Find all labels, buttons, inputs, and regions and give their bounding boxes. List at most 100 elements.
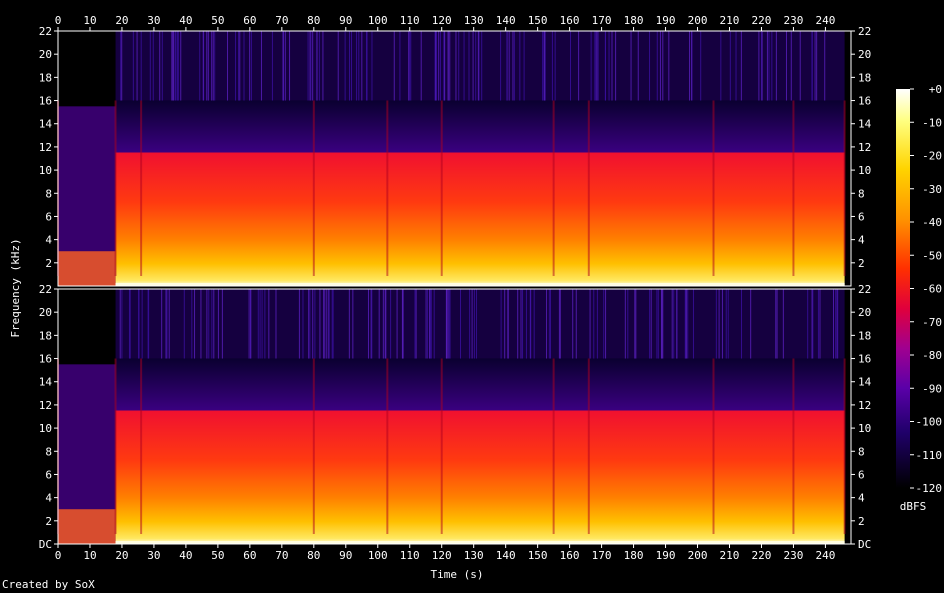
x-tick-label-bottom: 0 [55,549,62,562]
x-tick-label-top: 60 [243,14,256,27]
y-tick-label-right: 12 [858,399,871,412]
colorbar-tick-label: -120 [916,482,943,495]
x-tick-label-top: 50 [211,14,224,27]
y-tick-label-right: DC [858,538,871,551]
x-tick-label-bottom: 190 [656,549,676,562]
dc-band [115,283,845,286]
x-tick-label-bottom: 170 [592,549,612,562]
colorbar-tick-label: -100 [916,416,943,429]
y-tick-label-left: DC [39,538,52,551]
y-tick-label-left: 16 [39,95,52,108]
x-tick-label-bottom: 130 [464,549,484,562]
x-tick-label-top: 210 [720,14,740,27]
y-tick-label-left: 6 [45,468,52,481]
x-tick-label-bottom: 160 [560,549,580,562]
colorbar-tick-label: -30 [922,183,942,196]
x-tick-label-bottom: 180 [624,549,644,562]
y-axis-title: Frequency (kHz) [9,238,22,337]
y-tick-label-right: 22 [858,25,871,38]
x-tick-label-bottom: 60 [243,549,256,562]
y-tick-label-left: 20 [39,306,52,319]
y-tick-label-left: 12 [39,399,52,412]
x-tick-label-bottom: 90 [339,549,352,562]
x-tick-label-top: 200 [688,14,708,27]
y-tick-label-right: 4 [858,492,865,505]
x-tick-label-top: 230 [784,14,804,27]
colorbar-label: dBFS [900,500,927,513]
y-tick-label-right: 4 [858,234,865,247]
y-tick-label-left: 14 [39,376,53,389]
spectral-energy-main [115,100,845,286]
x-tick-label-bottom: 40 [179,549,192,562]
y-tick-label-left: 22 [39,25,52,38]
y-tick-label-right: 6 [858,468,865,481]
x-tick-label-top: 190 [656,14,676,27]
x-tick-label-bottom: 210 [720,549,740,562]
spectral-energy-main [115,358,845,544]
y-tick-label-right: 10 [858,422,871,435]
x-tick-label-top: 140 [496,14,516,27]
y-tick-label-left: 8 [45,445,52,458]
x-tick-label-top: 160 [560,14,580,27]
x-tick-label-bottom: 30 [147,549,160,562]
y-tick-label-right: 14 [858,376,872,389]
x-tick-label-bottom: 80 [307,549,320,562]
y-tick-label-left: 12 [39,141,52,154]
y-tick-label-left: 22 [39,283,52,296]
colorbar-tick-label: -50 [922,249,942,262]
colorbar-tick-label: -90 [922,382,942,395]
x-tick-label-top: 180 [624,14,644,27]
x-tick-label-top: 90 [339,14,352,27]
x-tick-label-bottom: 110 [400,549,420,562]
colorbar-tick-label: -10 [922,116,942,129]
intro-low-band [58,251,116,286]
x-tick-label-bottom: 140 [496,549,516,562]
x-tick-label-top: 100 [368,14,388,27]
y-tick-label-right: 2 [858,515,865,528]
x-tick-label-top: 240 [815,14,835,27]
x-tick-label-bottom: 20 [115,549,128,562]
panel-frame [57,30,852,287]
colorbar-tick-label: -110 [916,449,943,462]
x-tick-label-bottom: 240 [815,549,835,562]
x-tick-label-top: 30 [147,14,160,27]
y-tick-label-right: 12 [858,141,871,154]
y-tick-label-right: 10 [858,164,871,177]
x-tick-label-bottom: 50 [211,549,224,562]
y-tick-label-right: 14 [858,118,872,131]
colorbar-ticks: +0 -10 -20 -30 -40 -50 -60 -70 -80 -90 -100 -110 -12… [910,83,942,495]
hf-noise-band [115,31,845,101]
colorbar-tick-label: -70 [922,316,942,329]
x-tick-label-bottom: 10 [83,549,96,562]
x-tick-label-top: 130 [464,14,484,27]
x-tick-label-bottom: 200 [688,549,708,562]
x-tick-label-top: 20 [115,14,128,27]
y-tick-label-left: 18 [39,71,52,84]
y-tick-label-right: 16 [858,353,871,366]
x-tick-label-top: 70 [275,14,288,27]
y-tick-label-right: 8 [858,187,865,200]
y-tick-label-left: 2 [45,257,52,270]
intro-low-band [58,509,116,544]
x-tick-label-top: 0 [55,14,62,27]
y-tick-label-right: 8 [858,445,865,458]
y-tick-label-left: 10 [39,422,52,435]
y-tick-label-left: 20 [39,48,52,61]
y-tick-label-left: 10 [39,164,52,177]
y-tick-label-left: 2 [45,515,52,528]
x-tick-label-bottom: 70 [275,549,288,562]
y-tick-label-right: 6 [858,210,865,223]
dc-band [115,541,845,544]
y-tick-label-left: 14 [39,118,53,131]
x-tick-label-top: 110 [400,14,420,27]
x-tick-label-top: 150 [528,14,548,27]
x-axis-title: Time (s) [431,568,484,581]
colorbar-tick-label: -40 [922,216,942,229]
x-tick-label-top: 80 [307,14,320,27]
y-tick-label-right: 20 [858,306,871,319]
credit-text: Created by SoX [2,578,95,591]
y-tick-label-left: 4 [45,492,52,505]
x-tick-label-bottom: 120 [432,549,452,562]
